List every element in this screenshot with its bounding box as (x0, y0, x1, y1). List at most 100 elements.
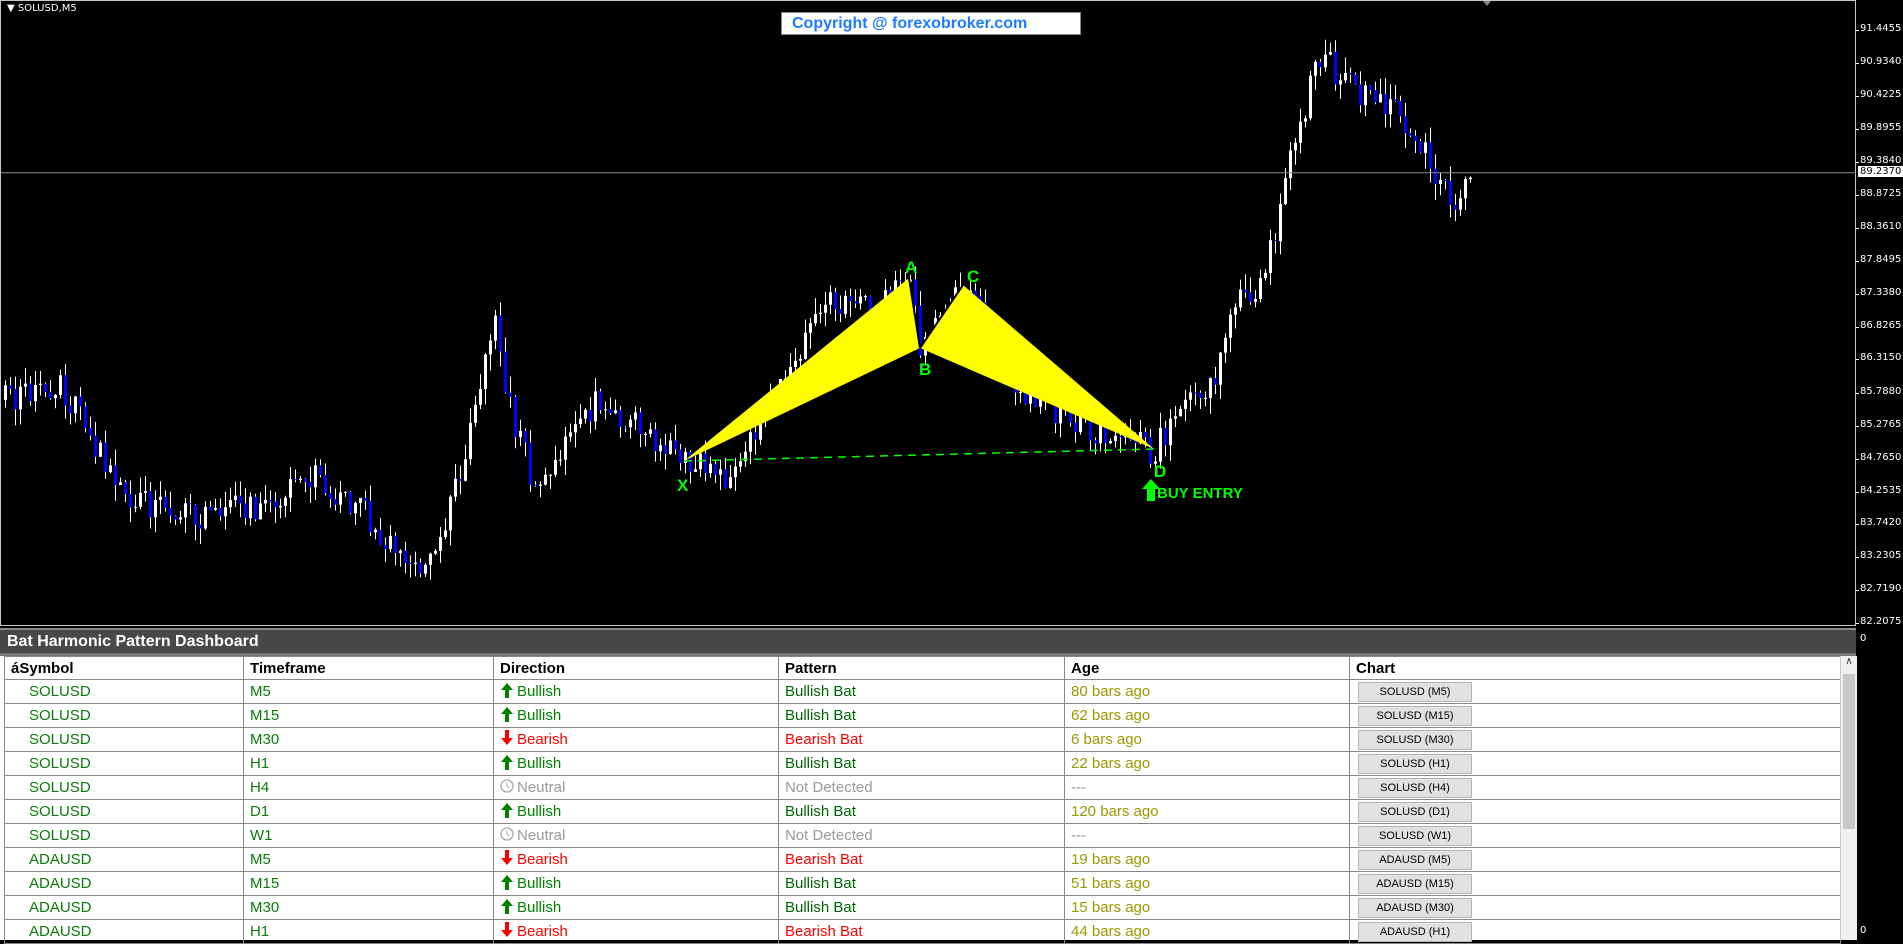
price-chart[interactable]: X A B C D BUY ENTRY ▼ SOLUSD,M5 Copyright @ f… (0, 0, 1857, 626)
bull-candle (824, 291, 827, 327)
bull-candle (544, 467, 547, 486)
timeframe-cell: H1 (243, 751, 494, 776)
price-tick-mark (1856, 95, 1859, 97)
bull-candle (424, 563, 427, 578)
price-tick-label: 86.3150 (1860, 352, 1902, 364)
price-tick-mark (1856, 30, 1859, 31)
pattern-cell: Bearish Bat (778, 727, 1065, 752)
price-tick-mark (1856, 623, 1859, 624)
arrow-up-icon (500, 682, 514, 702)
bull-candle (1299, 108, 1302, 154)
direction-label: Bullish (517, 682, 562, 700)
bear-candle (1199, 390, 1202, 410)
scroll-up-icon[interactable]: ∧ (1845, 656, 1853, 667)
bear-candle (854, 289, 857, 309)
bull-candle (669, 433, 672, 456)
bear-candle (1404, 102, 1407, 148)
pattern-label-x: X (677, 476, 689, 495)
bear-candle (254, 493, 257, 522)
price-tick-label: 86.8265 (1860, 319, 1902, 331)
bull-candle (809, 317, 812, 349)
column-header-symbol[interactable]: áSymbol (4, 656, 244, 680)
price-axis[interactable]: 91.4455 90.9340 90.4225 89.8955 89.3840 88.87… (1856, 0, 1903, 938)
column-header-age[interactable]: Age (1064, 656, 1350, 680)
bear-candle (529, 430, 532, 492)
age-cell: 44 bars ago (1064, 919, 1350, 944)
bull-candle (1174, 406, 1177, 428)
bull-candle (354, 501, 357, 525)
arrow-up-icon (500, 874, 514, 894)
bull-candle (1259, 269, 1262, 303)
bull-candle (119, 477, 122, 485)
bull-candle (414, 551, 417, 577)
buy-entry-label: BUY ENTRY (1157, 485, 1243, 502)
table-row: ADAUSD M15 Bullish Bullish Bat 51 bars ago AD… (4, 871, 1841, 896)
direction-cell: Bullish (493, 679, 779, 704)
age-cell: 19 bars ago (1064, 847, 1350, 872)
column-header-pattern[interactable]: Pattern (778, 656, 1065, 680)
table-row: SOLUSD M15 Bullish Bullish Bat 62 bars ago SO… (4, 703, 1841, 728)
bear-candle (1319, 58, 1322, 77)
bull-candle (1324, 39, 1327, 72)
bear-candle (724, 457, 727, 489)
shift-marker-icon[interactable] (1483, 1, 1491, 6)
open-chart-button[interactable]: SOLUSD (M5) (1358, 681, 1472, 702)
bear-candle (664, 433, 667, 470)
open-chart-button[interactable]: ADAUSD (M30) (1358, 897, 1472, 918)
price-tick-mark (1856, 425, 1859, 427)
price-tick-mark (1856, 590, 1859, 592)
bull-candle (1459, 189, 1462, 216)
bear-candle (14, 376, 17, 426)
bear-candle (1454, 193, 1457, 222)
bull-candle (1179, 405, 1182, 417)
clock-icon (500, 778, 514, 798)
column-header-timeframe[interactable]: Timeframe (243, 656, 494, 680)
scrollbar-thumb[interactable] (1843, 674, 1855, 829)
bull-candle (1304, 115, 1307, 128)
open-chart-button[interactable]: ADAUSD (H1) (1358, 921, 1472, 942)
bear-candle (459, 465, 462, 495)
open-chart-button[interactable]: SOLUSD (W1) (1358, 825, 1472, 846)
price-tick-mark (1856, 293, 1859, 295)
column-header-direction[interactable]: Direction (493, 656, 779, 680)
open-chart-button[interactable]: SOLUSD (D1) (1358, 801, 1472, 822)
chart-cell: ADAUSD (M30) (1349, 895, 1841, 920)
bear-candle (244, 488, 247, 526)
symbol-cell: ADAUSD (4, 895, 244, 920)
bull-candle (359, 497, 362, 517)
direction-cell: Bullish (493, 703, 779, 728)
buy-arrow-icon (1142, 479, 1160, 501)
pattern-cell: Bullish Bat (778, 679, 1065, 704)
bear-candle (1354, 72, 1357, 85)
open-chart-button[interactable]: SOLUSD (H4) (1358, 777, 1472, 798)
bear-candle (164, 490, 167, 512)
open-chart-button[interactable]: ADAUSD (M5) (1358, 849, 1472, 870)
bear-candle (209, 500, 212, 510)
open-chart-button[interactable]: SOLUSD (M30) (1358, 729, 1472, 750)
bear-candle (534, 481, 537, 487)
bull-candle (144, 475, 147, 502)
bear-candle (84, 402, 87, 433)
bear-candle (104, 430, 107, 479)
chart-cell: SOLUSD (D1) (1349, 799, 1841, 824)
dropdown-triangle-icon[interactable]: ▼ (7, 3, 18, 14)
bull-candle (549, 474, 552, 489)
column-header-chart[interactable]: Chart (1349, 656, 1841, 680)
table-scrollbar[interactable]: ∧ (1840, 656, 1857, 940)
bear-candle (219, 498, 222, 521)
bull-candle (1239, 279, 1242, 312)
bear-candle (839, 295, 842, 323)
chart-cell: SOLUSD (M30) (1349, 727, 1841, 752)
bear-candle (309, 466, 312, 503)
bear-candle (1164, 420, 1167, 457)
price-tick-mark (1856, 359, 1859, 361)
bear-candle (114, 449, 117, 501)
price-tick-mark (1856, 491, 1859, 493)
open-chart-button[interactable]: ADAUSD (M15) (1358, 873, 1472, 894)
bull-candle (844, 290, 847, 319)
price-tick-label: 88.3610 (1860, 220, 1902, 232)
bear-candle (124, 479, 127, 503)
open-chart-button[interactable]: SOLUSD (H1) (1358, 753, 1472, 774)
price-tick-mark (1856, 393, 1859, 395)
open-chart-button[interactable]: SOLUSD (M15) (1358, 705, 1472, 726)
